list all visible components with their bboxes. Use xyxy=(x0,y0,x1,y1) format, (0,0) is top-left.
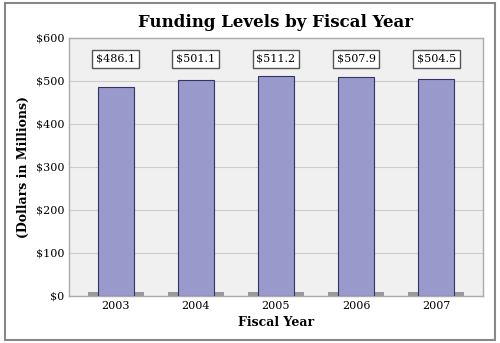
Bar xyxy=(258,76,294,296)
Bar xyxy=(328,292,384,296)
Bar xyxy=(338,78,374,296)
Bar xyxy=(88,292,144,296)
Text: $507.9: $507.9 xyxy=(336,54,376,64)
Bar xyxy=(98,87,134,296)
Bar xyxy=(178,80,214,296)
Text: $511.2: $511.2 xyxy=(256,54,296,64)
Bar xyxy=(248,292,304,296)
X-axis label: Fiscal Year: Fiscal Year xyxy=(238,316,314,329)
Bar xyxy=(418,79,454,296)
Title: Funding Levels by Fiscal Year: Funding Levels by Fiscal Year xyxy=(138,14,413,31)
Y-axis label: (Dollars in Millions): (Dollars in Millions) xyxy=(17,96,30,238)
Bar xyxy=(408,292,464,296)
Text: $501.1: $501.1 xyxy=(176,54,216,64)
Text: $504.5: $504.5 xyxy=(416,54,456,64)
Bar xyxy=(168,292,224,296)
Text: $486.1: $486.1 xyxy=(96,54,136,64)
